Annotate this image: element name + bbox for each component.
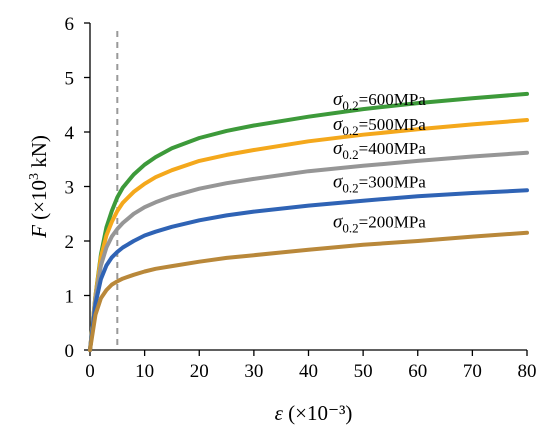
y-axis-symbol: F	[27, 225, 51, 239]
y-tick-label: 3	[65, 178, 75, 199]
series-label-value: =300MPa	[359, 173, 427, 192]
y-axis-title: F (×103 kN)	[27, 135, 51, 239]
x-tick-label: 50	[354, 361, 373, 382]
y-tick-label: 2	[65, 232, 75, 253]
series-label-1: σ0.2=500MPa	[333, 114, 426, 138]
series-label-symbol: σ	[333, 211, 343, 232]
series-label-value: =200MPa	[359, 212, 427, 231]
series-line-4	[88, 230, 529, 352]
series-label-4: σ0.2=200MPa	[333, 211, 426, 235]
series-label-symbol: σ	[333, 89, 343, 110]
y-tick-label: 1	[65, 287, 75, 308]
series-labels: σ0.2=600MPaσ0.2=500MPaσ0.2=400MPaσ0.2=30…	[333, 89, 426, 236]
series-label-subscript: 0.2	[342, 98, 358, 113]
y-axis-unit-pre: (×10	[27, 180, 51, 225]
y-tick-label: 5	[65, 69, 75, 90]
y-axis-unit-post: kN)	[27, 135, 51, 173]
series-label-symbol: σ	[333, 172, 343, 193]
series-label-subscript: 0.2	[342, 123, 358, 138]
x-tick-label: 70	[463, 361, 482, 382]
x-tick-label: 40	[299, 361, 318, 382]
series-label-subscript: 0.2	[342, 181, 358, 196]
series-line-1	[88, 118, 529, 352]
series-line-2	[88, 150, 529, 352]
series-label-value: =600MPa	[359, 90, 427, 109]
x-tick-label: 80	[518, 361, 537, 382]
series-line-3	[88, 188, 529, 352]
y-axis-unit-sup: 3	[27, 173, 42, 180]
series-line-0	[88, 91, 529, 352]
x-tick-label: 20	[190, 361, 209, 382]
x-tick-label: 10	[135, 361, 154, 382]
series-label-value: =500MPa	[359, 115, 427, 134]
series-lines	[88, 91, 529, 352]
x-tick-label: 0	[85, 361, 95, 382]
x-axis-symbol: ε	[275, 401, 284, 425]
series-label-symbol: σ	[333, 138, 343, 159]
series-label-0: σ0.2=600MPa	[333, 89, 426, 113]
series-label-subscript: 0.2	[342, 147, 358, 162]
x-axis-title: ε (×10⁻³)	[275, 401, 353, 425]
y-tick-label: 0	[65, 341, 75, 362]
axis-titles: ε (×10⁻³)F (×103 kN)	[27, 135, 352, 425]
series-label-symbol: σ	[333, 114, 343, 135]
series-label-value: =400MPa	[359, 139, 427, 158]
x-tick-label: 60	[408, 361, 427, 382]
y-tick-label: 4	[65, 123, 75, 144]
series-label-2: σ0.2=400MPa	[333, 138, 426, 162]
series-label-3: σ0.2=300MPa	[333, 172, 426, 196]
y-tick-label: 6	[65, 14, 75, 35]
x-tick-label: 30	[244, 361, 263, 382]
x-axis-unit: (×10⁻³)	[283, 401, 352, 425]
series-label-subscript: 0.2	[342, 220, 358, 235]
